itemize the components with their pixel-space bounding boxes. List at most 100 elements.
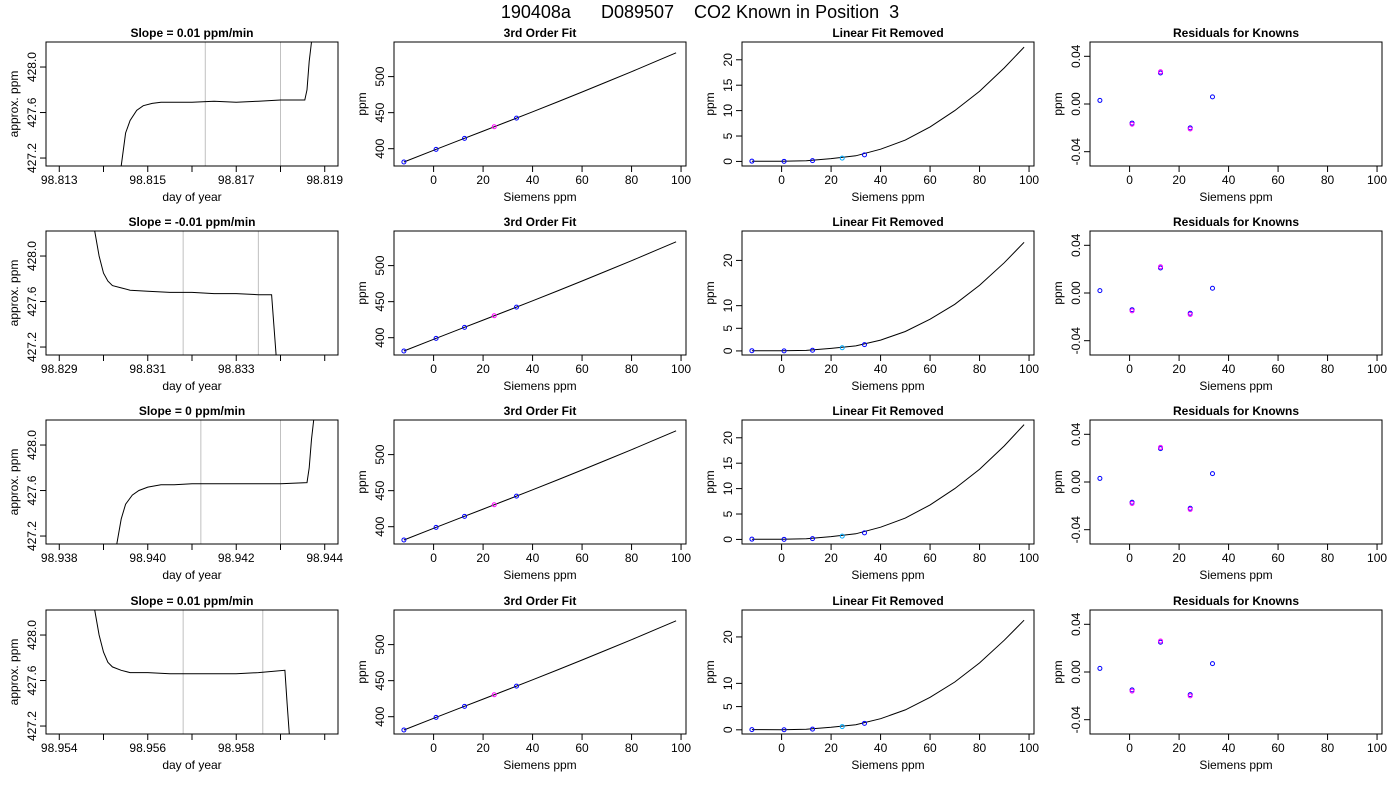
panel-title: Linear Fit Removed: [832, 26, 943, 40]
y-axis-label: ppm: [355, 281, 369, 304]
data-point: [1187, 126, 1193, 132]
plot-frame: [1089, 230, 1383, 356]
fit-curve: [403, 52, 677, 163]
x-tick-label: 100: [1019, 362, 1039, 376]
data-point: [861, 720, 867, 726]
x-axis-label: Siemens ppm: [851, 568, 924, 582]
x-tick-label: 60: [575, 173, 589, 187]
y-tick-label: 5: [721, 132, 735, 139]
panel-data: [401, 620, 677, 733]
plot-frame: [393, 41, 687, 167]
x-tick-label: 80: [973, 362, 987, 376]
y-tick-label: 0: [721, 536, 735, 543]
y-tick-label: 0.04: [1069, 44, 1083, 68]
data-point: [749, 536, 755, 542]
plot-frame: [45, 419, 339, 545]
panel-title: Residuals for Knowns: [1173, 26, 1299, 40]
x-tick-label: 60: [575, 741, 589, 755]
data-point: [462, 135, 468, 141]
panel-title: Slope = 0.01 ppm/min: [130, 26, 253, 40]
y-tick-label: 500: [373, 634, 387, 654]
panel-3-2: Linear Fit Removed 0 20 40 60 80 100 0 5 10 20 Siem…: [703, 594, 1039, 772]
panel-title: 3rd Order Fit: [504, 594, 577, 608]
panel-data: [749, 46, 1025, 164]
y-tick-label: 0: [721, 347, 735, 354]
y-tick-label: 427.6: [25, 97, 39, 127]
y-tick-label: 500: [373, 255, 387, 275]
y-tick-label: 5: [721, 325, 735, 332]
data-point: [1158, 264, 1164, 270]
y-tick-label: 20: [721, 53, 735, 67]
panel-data: [94, 610, 290, 734]
panel-title: 3rd Order Fit: [504, 26, 577, 40]
panel-data: [1097, 69, 1215, 132]
y-tick-label: 15: [721, 456, 735, 470]
panel-title: 3rd Order Fit: [504, 215, 577, 229]
panel-data: [116, 420, 315, 544]
series-line: [94, 231, 277, 355]
x-tick-label: 98.954: [41, 741, 78, 755]
x-tick-label: 60: [1271, 173, 1285, 187]
y-tick-label: -0.04: [1069, 138, 1083, 166]
y-tick-label: 427.2: [25, 521, 39, 551]
x-tick-label: 0: [430, 362, 437, 376]
y-tick-label: 0.00: [1069, 92, 1083, 116]
data-point: [1158, 444, 1164, 450]
data-point: [1129, 121, 1135, 127]
data-point: [401, 537, 407, 543]
data-point: [1209, 471, 1215, 477]
fit-curve: [751, 424, 1025, 540]
x-axis-label: day of year: [162, 379, 221, 393]
data-point: [1187, 311, 1193, 317]
data-point: [1187, 693, 1193, 699]
panel-2-1: 3rd Order Fit 0 20 40 60 80 100 400 450 500 Siemen…: [355, 404, 691, 582]
x-axis-label: Siemens ppm: [851, 758, 924, 772]
x-tick-label: 98.940: [129, 551, 166, 565]
panel-title: 3rd Order Fit: [504, 404, 577, 418]
y-tick-label: 0.04: [1069, 233, 1083, 257]
data-point: [1158, 638, 1164, 644]
y-tick-label: 427.6: [25, 475, 39, 505]
y-tick-label: 427.2: [25, 711, 39, 741]
x-tick-label: 0: [430, 741, 437, 755]
data-point: [513, 304, 519, 310]
x-tick-label: 40: [526, 741, 540, 755]
data-point: [1097, 288, 1103, 294]
x-tick-label: 80: [973, 551, 987, 565]
data-point: [401, 348, 407, 354]
x-tick-label: 40: [1222, 551, 1236, 565]
x-tick-label: 40: [874, 551, 888, 565]
y-tick-label: 428.0: [25, 620, 39, 650]
panel-0-1: 3rd Order Fit 0 20 40 60 80 100 400 450 500 Siemen…: [355, 26, 691, 204]
fit-curve: [403, 620, 677, 731]
y-tick-label: 10: [721, 482, 735, 496]
x-tick-label: 80: [973, 741, 987, 755]
data-point: [401, 727, 407, 733]
data-point: [1187, 506, 1193, 512]
x-tick-label: 20: [1172, 551, 1186, 565]
y-tick-label: 0: [721, 726, 735, 733]
panel-title: Residuals for Knowns: [1173, 404, 1299, 418]
data-point: [491, 124, 497, 130]
y-tick-label: 500: [373, 444, 387, 464]
x-tick-label: 20: [1172, 173, 1186, 187]
panel-title: Linear Fit Removed: [832, 215, 943, 229]
panel-3-0: Slope = 0.01 ppm/min 98.954 98.956 98.958 42…: [7, 594, 339, 772]
plot-frame: [45, 41, 339, 167]
y-tick-label: -0.04: [1069, 706, 1083, 734]
x-tick-label: 0: [778, 741, 785, 755]
x-axis-label: Siemens ppm: [503, 568, 576, 582]
data-point: [781, 536, 787, 542]
panel-title: Slope = 0 ppm/min: [139, 404, 245, 418]
plot-frame: [1089, 609, 1383, 735]
figure-title: 190408a D089507 CO2 Known in Position 3: [500, 2, 900, 22]
y-axis-label: ppm: [703, 470, 717, 493]
plot-frame: [741, 609, 1035, 735]
plot-frame: [1089, 41, 1383, 167]
data-point: [1209, 94, 1215, 100]
data-point: [513, 683, 519, 689]
y-tick-label: 0.00: [1069, 470, 1083, 494]
data-point: [781, 348, 787, 354]
x-tick-label: 80: [625, 741, 639, 755]
